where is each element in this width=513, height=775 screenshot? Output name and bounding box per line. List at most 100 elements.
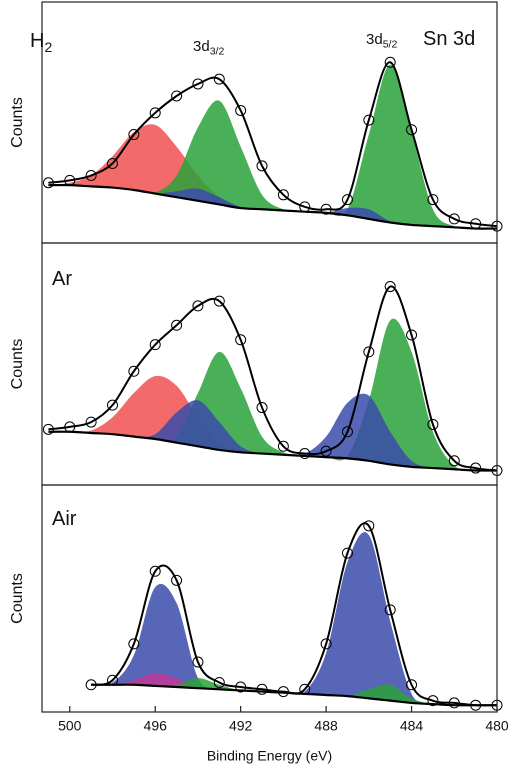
data-point [235,104,247,116]
data-point [384,604,396,616]
data-point [320,203,332,215]
component-area [48,375,498,471]
data-point [128,365,140,377]
data-point [128,638,140,650]
x-tick-label: 500 [58,718,82,734]
data-point [448,213,460,225]
data-point [256,160,268,172]
data-point [128,129,140,141]
data-point [470,699,482,711]
data-point [341,547,353,559]
component-area [91,532,497,706]
x-tick-label: 480 [485,718,509,734]
data-point [106,399,118,411]
data-point [448,697,460,709]
y-axis-label: Counts [9,339,26,390]
component-area [48,124,498,229]
y-axis-label: Counts [9,573,26,624]
data-point [341,194,353,206]
annotation-text: Sn 3d [423,28,475,50]
data-point [427,419,439,430]
data-point [171,319,183,331]
annotation: 3d5/2 [366,31,397,50]
data-point [384,56,396,68]
data-point [384,281,396,293]
annotation: Sn 3d [423,28,475,50]
data-point [192,300,204,312]
annotation-text: H [30,30,44,52]
data-point [406,124,418,136]
y-axis-label: Counts [9,97,26,148]
component-area [91,673,497,706]
data-point [363,520,375,532]
data-point [235,681,247,693]
annotation-text: Ar [52,268,72,290]
data-point [213,676,225,688]
data-point [256,683,268,695]
annotation-subscript: 2 [44,39,52,55]
data-point [213,295,225,307]
annotation: Air [52,508,77,530]
data-point [192,78,204,90]
annotation: 3d3/2 [193,38,224,57]
panel-frame [41,484,498,713]
data-point [85,170,97,182]
data-point [277,440,289,452]
data-point [149,339,161,351]
data-point [213,73,225,85]
annotation: H2 [30,30,52,54]
data-point [256,402,268,414]
data-point [85,416,97,428]
annotation-subscript: 5/2 [383,38,398,50]
data-point [64,421,76,433]
data-point [448,455,460,467]
data-point [363,346,375,358]
fit-line [90,522,498,707]
data-point [406,679,418,691]
data-point [149,565,161,577]
data-point [320,638,332,650]
fit-line [48,61,498,228]
data-point [406,329,418,341]
background-line [48,430,498,472]
data-point [277,686,289,698]
x-tick-label: 496 [144,718,168,734]
data-point [299,448,311,460]
data-point [235,334,247,346]
annotation-text: 3d [193,38,210,55]
annotation-text: 3d [366,31,383,48]
data-point [171,574,183,586]
data-point [42,423,54,435]
data-point [149,107,161,119]
fit-line [48,285,498,472]
data-point [320,445,332,457]
data-point [277,189,289,201]
data-point [427,194,439,206]
data-point [106,157,118,169]
data-point [192,656,204,668]
data-point [363,114,375,126]
x-tick-label: 484 [400,718,424,734]
data-point [42,177,54,189]
data-point [64,174,76,186]
annotation-text: Air [52,508,77,530]
component-area [48,393,498,471]
background-line [48,183,498,230]
data-point [470,462,482,474]
data-point [171,90,183,102]
component-area [48,64,498,229]
component-area [48,318,498,471]
data-point [85,679,97,691]
component-area [91,677,497,706]
data-point [341,426,353,438]
data-point [427,695,439,707]
x-axis-label: Binding Energy (eV) [207,748,332,764]
data-point [299,201,311,213]
x-tick-label: 488 [314,718,338,734]
x-tick-label: 492 [229,718,253,734]
data-point [299,683,311,695]
annotation-subscript: 3/2 [210,45,225,57]
data-point [106,674,118,686]
data-point [470,218,482,230]
